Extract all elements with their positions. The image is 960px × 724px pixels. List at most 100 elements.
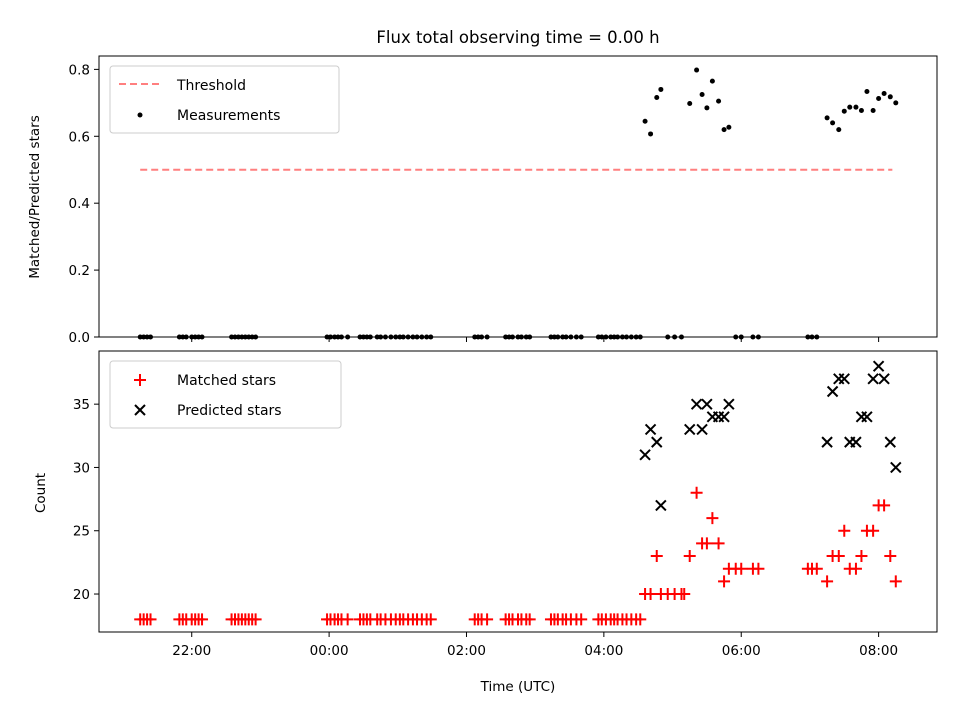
matched-stars-point (810, 562, 823, 575)
bottom-y-tick-label: 20 (73, 587, 90, 603)
bottom-y-tick-label: 30 (73, 460, 90, 476)
measurements-point (853, 104, 859, 110)
predicted-stars-point (718, 411, 730, 423)
measurements-point (830, 120, 836, 126)
matched-stars-point (889, 575, 902, 588)
matched-stars-point (832, 550, 845, 563)
predicted-stars-point (878, 373, 890, 385)
matched-stars-point (700, 537, 713, 550)
measurements-point (716, 98, 722, 104)
matched-stars-point (718, 575, 731, 588)
matched-stars-point (523, 613, 536, 626)
predicted-stars-point (644, 423, 657, 436)
matched-stars-point (855, 550, 868, 563)
matched-stars-point (690, 486, 703, 499)
predicted-stars-point (651, 436, 663, 448)
bottom-y-tick-label: 35 (73, 397, 90, 413)
measurements-legend-label: Measurements (177, 108, 280, 124)
predicted-stars-point (690, 398, 703, 410)
predicted-legend-marker (134, 404, 146, 416)
predicted-stars-point (684, 423, 696, 436)
matched-stars-point (683, 550, 696, 563)
matched-stars-point (650, 550, 663, 563)
measurements-point (893, 100, 899, 106)
matched-stars-point (644, 588, 657, 601)
predicted-stars-point (850, 436, 862, 448)
measurements-legend-marker (137, 112, 143, 118)
top-legend-box (109, 65, 340, 134)
measurements-point (648, 131, 654, 137)
bottom-x-tick-label: 04:00 (584, 643, 623, 659)
predicted-stars-point (655, 499, 667, 512)
measurements-point (658, 86, 664, 92)
predicted-stars-point (884, 436, 896, 448)
top-y-tick-label: 0.8 (69, 62, 90, 78)
bottom-x-tick-label: 06:00 (722, 643, 761, 659)
matched-stars-point (481, 613, 494, 626)
bottom-x-tick-label: 08:00 (859, 643, 898, 659)
matched-legend-label: Matched stars (177, 373, 276, 389)
matched-stars-point (634, 613, 647, 626)
bottom-x-tick-label: 02:00 (447, 643, 486, 659)
matched-stars-point (712, 537, 725, 550)
predicted-stars-point (723, 398, 735, 410)
bottom-x-tick-label: 00:00 (310, 643, 349, 659)
matched-stars-point (867, 524, 880, 537)
matched-stars-point (341, 613, 354, 626)
matched-stars-point (706, 512, 719, 525)
predicted-stars-point (701, 398, 713, 410)
measurements-point (887, 94, 893, 100)
top-y-tick-label: 0.6 (69, 129, 90, 145)
matched-stars-point (575, 613, 588, 626)
predicted-stars-point (890, 461, 902, 474)
predicted-stars-point (872, 360, 885, 372)
matched-stars-point (144, 613, 157, 626)
measurements-point (694, 67, 700, 73)
matched-legend-marker (134, 374, 146, 386)
bottom-plot-area: 20 25 30 35 22:00 00:00 02:00 04:00 06:00 08:00 (73, 360, 902, 659)
matched-stars-point (849, 562, 862, 575)
measurements-point (642, 118, 648, 124)
top-legend: Threshold Measurements (109, 65, 340, 134)
top-y-axis-label: Matched/Predicted stars (27, 115, 43, 278)
measurements-point (847, 104, 853, 110)
predicted-stars-point (696, 423, 708, 436)
ratio-panel: Flux total observing time = 0.00 h Match… (27, 28, 938, 346)
measurements-point (687, 101, 693, 107)
matched-stars-point (735, 562, 748, 575)
predicted-stars-point (867, 373, 879, 385)
predicted-stars-point (821, 436, 833, 448)
predicted-stars-point (826, 385, 839, 398)
bottom-y-axis-label: Count (33, 473, 49, 513)
measurements-point (881, 90, 887, 96)
matched-stars-point (878, 499, 891, 512)
measurements-point (699, 91, 705, 97)
measurements-point (824, 115, 830, 121)
measurements-point (704, 105, 710, 111)
top-y-tick-label: 0.4 (69, 196, 90, 212)
measurements-point (836, 127, 842, 133)
top-axes-frame (98, 55, 938, 338)
top-y-tick-label: 0.0 (69, 330, 90, 346)
predicted-stars-point (838, 373, 850, 385)
measurements-point (709, 78, 715, 84)
measurements-point (726, 124, 732, 130)
measurements-point (864, 88, 870, 94)
bottom-y-tick-label: 25 (73, 524, 90, 540)
threshold-legend-label: Threshold (176, 78, 246, 94)
bottom-legend-box (109, 360, 342, 429)
count-panel: Count Time (UTC) 20 25 30 35 22:00 00:00 02:00… (33, 350, 938, 695)
measurements-point (654, 94, 660, 100)
predicted-legend-label: Predicted stars (177, 403, 282, 419)
chart-title: Flux total observing time = 0.00 h (376, 28, 659, 47)
top-y-tick-label: 0.2 (69, 263, 90, 279)
bottom-x-tick-label: 22:00 (172, 643, 211, 659)
bottom-axes-frame (98, 350, 938, 633)
matched-stars-point (196, 613, 209, 626)
predicted-stars-point (639, 449, 651, 461)
matched-stars-point (424, 613, 437, 626)
measurements-point (721, 127, 727, 133)
matched-stars-point (678, 588, 691, 601)
measurements-point (876, 95, 882, 101)
